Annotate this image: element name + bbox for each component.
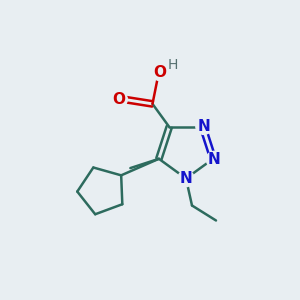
Text: N: N [198,119,210,134]
Circle shape [196,118,212,134]
Circle shape [165,57,181,74]
Circle shape [178,170,194,187]
Text: N: N [180,171,192,186]
Text: O: O [153,65,166,80]
Circle shape [152,64,168,80]
Text: O: O [113,92,126,107]
Text: N: N [208,152,221,167]
Text: H: H [168,58,178,73]
Circle shape [111,91,127,107]
Circle shape [206,151,222,167]
